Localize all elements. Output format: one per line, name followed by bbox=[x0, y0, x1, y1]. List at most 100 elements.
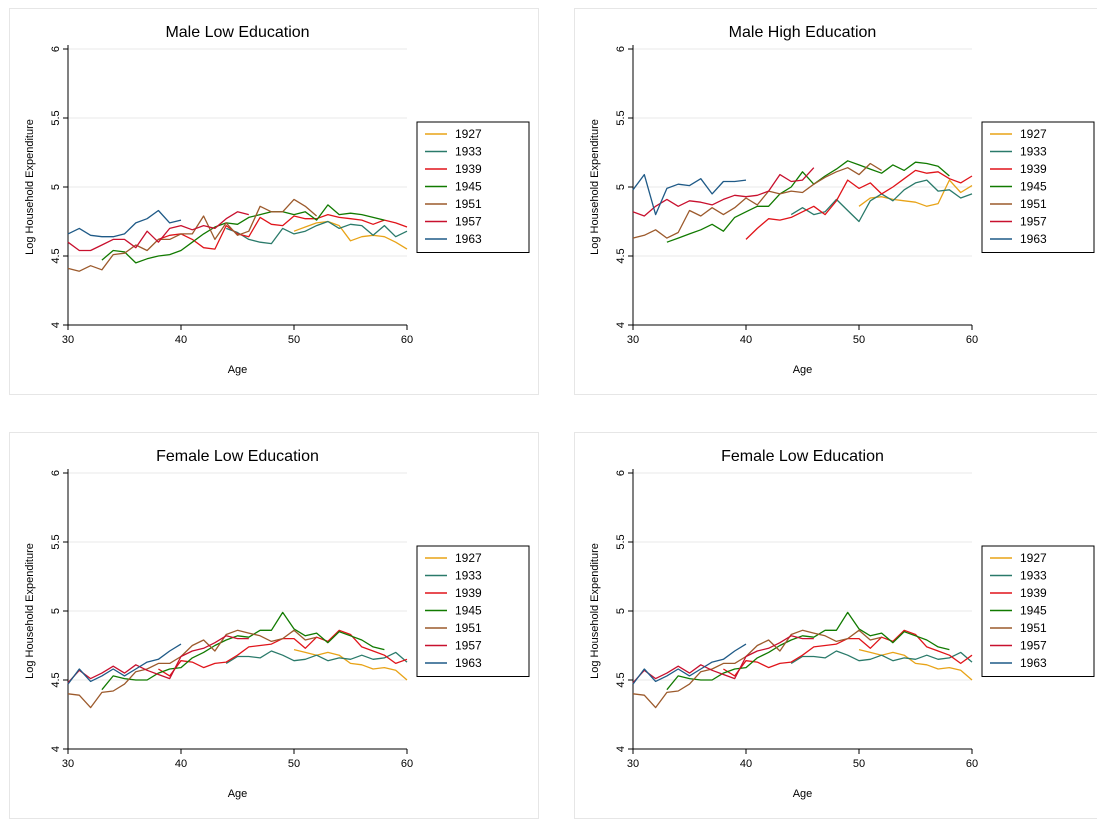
legend-entry-1945: 1945 bbox=[1020, 604, 1047, 618]
y-tick-label: 4 bbox=[615, 322, 627, 328]
chart-svg: Female Low Education 4 4.5 5 5.5 6 30 40 50 60 Age… bbox=[589, 448, 1095, 800]
legend-entry-1957: 1957 bbox=[1020, 215, 1047, 229]
x-tick-label: 40 bbox=[175, 334, 187, 346]
chart-svg: Female Low Education 4 4.5 5 5.5 6 30 40 50 60 Age… bbox=[24, 448, 530, 800]
legend-entry-1927: 1927 bbox=[455, 551, 482, 565]
y-axis-label: Log Household Expenditure bbox=[24, 543, 36, 679]
y-tick-label: 4 bbox=[615, 746, 627, 752]
chart-panel-male-low-education: Male Low Education 4 4.5 5 5.5 6 30 40 50 60 Age Lo… bbox=[9, 8, 539, 395]
y-tick-label: 4.5 bbox=[50, 248, 62, 263]
y-tick-label: 4 bbox=[50, 322, 62, 328]
series-line-1927 bbox=[293, 648, 408, 681]
x-tick-label: 50 bbox=[853, 334, 865, 346]
series-line-1957 bbox=[632, 635, 814, 684]
x-tick-label: 60 bbox=[401, 334, 413, 346]
series-line-1963 bbox=[67, 209, 182, 238]
legend-entry-1945: 1945 bbox=[455, 604, 482, 618]
y-tick-label: 5 bbox=[615, 608, 627, 614]
x-tick-label: 30 bbox=[62, 334, 74, 346]
series-line-1957 bbox=[632, 167, 815, 217]
x-tick-label: 50 bbox=[853, 758, 865, 770]
legend-entry-1939: 1939 bbox=[1020, 586, 1047, 600]
y-tick-label: 4 bbox=[50, 746, 62, 752]
legend-entry-1963: 1963 bbox=[455, 232, 482, 246]
x-tick-label: 50 bbox=[288, 334, 300, 346]
series-line-1933 bbox=[225, 220, 408, 245]
y-axis-label: Log Household Expenditure bbox=[24, 119, 36, 255]
series-line-1963 bbox=[632, 643, 747, 685]
chart-title: Female Low Education bbox=[156, 448, 319, 465]
y-tick-label: 6 bbox=[50, 470, 62, 476]
chart-title: Male High Education bbox=[729, 24, 877, 41]
x-tick-label: 60 bbox=[966, 758, 978, 770]
series-line-1939 bbox=[158, 629, 408, 677]
series-line-1951 bbox=[67, 629, 317, 709]
legend-entry-1939: 1939 bbox=[455, 162, 482, 176]
chart-svg: Male Low Education 4 4.5 5 5.5 6 30 40 50 60 Age Lo… bbox=[24, 24, 530, 376]
x-tick-label: 60 bbox=[966, 334, 978, 346]
x-tick-label: 40 bbox=[740, 334, 752, 346]
y-tick-label: 6 bbox=[615, 46, 627, 52]
chart-title: Female Low Education bbox=[721, 448, 884, 465]
series-line-1927 bbox=[858, 179, 973, 207]
x-tick-label: 40 bbox=[175, 758, 187, 770]
series-line-1945 bbox=[666, 611, 950, 691]
y-tick-label: 6 bbox=[615, 470, 627, 476]
legend-entry-1945: 1945 bbox=[455, 180, 482, 194]
y-tick-label: 5.5 bbox=[50, 534, 62, 549]
series-line-1951 bbox=[632, 162, 882, 239]
y-tick-label: 6 bbox=[50, 46, 62, 52]
series-line-1963 bbox=[67, 643, 182, 685]
y-tick-label: 5 bbox=[50, 184, 62, 190]
series-line-1945 bbox=[101, 611, 385, 691]
y-tick-label: 5.5 bbox=[615, 534, 627, 549]
legend-entry-1927: 1927 bbox=[1020, 551, 1047, 565]
x-axis-label: Age bbox=[228, 364, 248, 376]
legend-entry-1939: 1939 bbox=[455, 586, 482, 600]
legend-entry-1933: 1933 bbox=[1020, 569, 1047, 583]
series-line-1939 bbox=[745, 169, 973, 240]
series-line-1933 bbox=[790, 179, 973, 223]
series-line-1957 bbox=[67, 211, 249, 252]
y-tick-label: 5 bbox=[50, 608, 62, 614]
legend-entry-1927: 1927 bbox=[1020, 127, 1047, 141]
legend-entry-1957: 1957 bbox=[1020, 639, 1047, 653]
series-line-1933 bbox=[225, 650, 408, 664]
series-line-1945 bbox=[101, 204, 385, 264]
legend-entry-1951: 1951 bbox=[1020, 197, 1047, 211]
legend-entry-1933: 1933 bbox=[1020, 145, 1047, 159]
legend-entry-1951: 1951 bbox=[455, 197, 482, 211]
y-axis-label: Log Household Expenditure bbox=[589, 543, 601, 679]
x-tick-label: 60 bbox=[401, 758, 413, 770]
y-tick-label: 4.5 bbox=[50, 672, 62, 687]
legend-entry-1945: 1945 bbox=[1020, 180, 1047, 194]
x-tick-label: 50 bbox=[288, 758, 300, 770]
chart-panel-female-low-education: Female Low Education 4 4.5 5 5.5 6 30 40 50 60 Age… bbox=[9, 432, 539, 819]
series-line-1927 bbox=[293, 220, 408, 250]
x-axis-label: Age bbox=[793, 364, 813, 376]
y-tick-label: 5.5 bbox=[50, 110, 62, 125]
legend-entry-1927: 1927 bbox=[455, 127, 482, 141]
series-line-1945 bbox=[666, 160, 950, 243]
y-axis-label: Log Household Expenditure bbox=[589, 119, 601, 255]
y-tick-label: 4.5 bbox=[615, 248, 627, 263]
x-axis-label: Age bbox=[228, 788, 248, 800]
series-line-1933 bbox=[790, 650, 973, 664]
legend-entry-1963: 1963 bbox=[1020, 656, 1047, 670]
series-line-1939 bbox=[723, 629, 973, 677]
y-tick-label: 4.5 bbox=[615, 672, 627, 687]
legend-entry-1963: 1963 bbox=[455, 656, 482, 670]
series-line-1927 bbox=[858, 648, 973, 681]
chart-title: Male Low Education bbox=[165, 24, 309, 41]
chart-panel-male-high-education: Male High Education 4 4.5 5 5.5 6 30 40 50 60 Age L… bbox=[574, 8, 1097, 395]
legend-entry-1951: 1951 bbox=[1020, 621, 1047, 635]
series-line-1951 bbox=[632, 629, 882, 709]
legend-entry-1957: 1957 bbox=[455, 215, 482, 229]
series-line-1951 bbox=[67, 198, 318, 272]
y-tick-label: 5.5 bbox=[615, 110, 627, 125]
x-tick-label: 30 bbox=[62, 758, 74, 770]
x-axis-label: Age bbox=[793, 788, 813, 800]
legend-entry-1939: 1939 bbox=[1020, 162, 1047, 176]
legend-entry-1957: 1957 bbox=[455, 639, 482, 653]
chart-panel-female-low-education-2: Female Low Education 4 4.5 5 5.5 6 30 40 50 60 Age… bbox=[574, 432, 1097, 819]
